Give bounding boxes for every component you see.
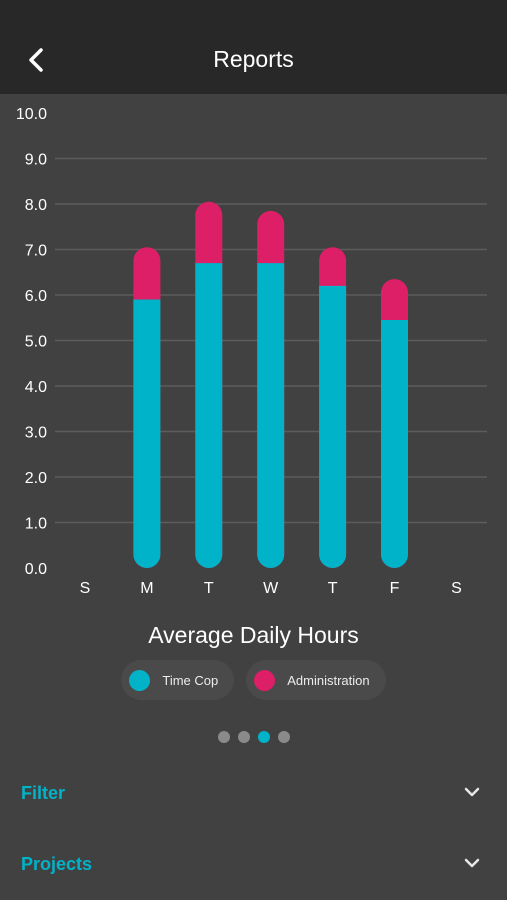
legend-item-administration[interactable]: Administration: [246, 660, 386, 700]
y-tick-label: 3.0: [25, 425, 47, 442]
y-tick-label: 2.0: [25, 470, 47, 487]
x-tick-label: W: [263, 580, 279, 597]
page-dot-3[interactable]: [257, 731, 270, 743]
top-bar: Reports: [0, 0, 507, 94]
y-tick-label: 5.0: [25, 334, 47, 351]
y-tick-label: 10.0: [16, 106, 47, 123]
chevron-down-icon: [464, 858, 480, 868]
legend-swatch-time-cop: [129, 669, 151, 691]
x-tick-label: M: [140, 580, 153, 597]
filter-label: Filter: [21, 783, 66, 803]
legend-swatch-administration: [254, 669, 276, 691]
projects-label: Projects: [21, 854, 93, 874]
x-tick-label: T: [204, 580, 214, 597]
y-tick-label: 7.0: [25, 243, 47, 260]
page-dot-1[interactable]: [217, 731, 230, 743]
x-tick-label: T: [328, 580, 338, 597]
legend-item-time-cop[interactable]: Time Cop: [121, 660, 235, 700]
chart-legend: Time Cop Administration: [0, 660, 507, 700]
chevron-down-icon: [464, 787, 480, 797]
x-tick-label: S: [80, 580, 91, 597]
page-dot-2[interactable]: [237, 731, 250, 743]
x-tick-label: S: [451, 580, 462, 597]
y-tick-label: 9.0: [25, 152, 47, 169]
y-tick-label: 0.0: [25, 561, 47, 578]
chart-area: 0.0 1.0 2.0 3.0 4.0 5.0 6.0 7.0 8.0 9.0 10.0 S M T W T F…: [0, 94, 507, 614]
y-tick-label: 8.0: [25, 197, 47, 214]
y-tick-label: 4.0: [25, 379, 47, 396]
legend-label-time-cop: Time Cop: [162, 672, 219, 688]
page-indicator: [0, 731, 507, 743]
back-button[interactable]: [18, 42, 54, 78]
projects-section-toggle[interactable]: Projects: [0, 838, 507, 894]
bar-time-cop[interactable]: [257, 263, 285, 568]
bar-time-cop[interactable]: [195, 263, 223, 568]
page-title: Reports: [213, 46, 294, 72]
bar-chart: 0.0 1.0 2.0 3.0 4.0 5.0 6.0 7.0 8.0 9.0 10.0 S M T W T F…: [16, 106, 487, 597]
y-tick-label: 6.0: [25, 288, 47, 305]
x-tick-label: F: [390, 580, 400, 597]
bar-time-cop[interactable]: [319, 285, 347, 568]
legend-label-administration: Administration: [287, 672, 370, 688]
chart-title: Average Daily Hours: [148, 622, 359, 648]
chevron-left-icon: [29, 48, 43, 72]
bar-time-cop[interactable]: [381, 320, 408, 568]
page-dot-4[interactable]: [277, 731, 290, 743]
y-tick-label: 1.0: [25, 516, 47, 533]
filter-section-toggle[interactable]: Filter: [0, 767, 507, 823]
bar-time-cop[interactable]: [133, 299, 161, 568]
